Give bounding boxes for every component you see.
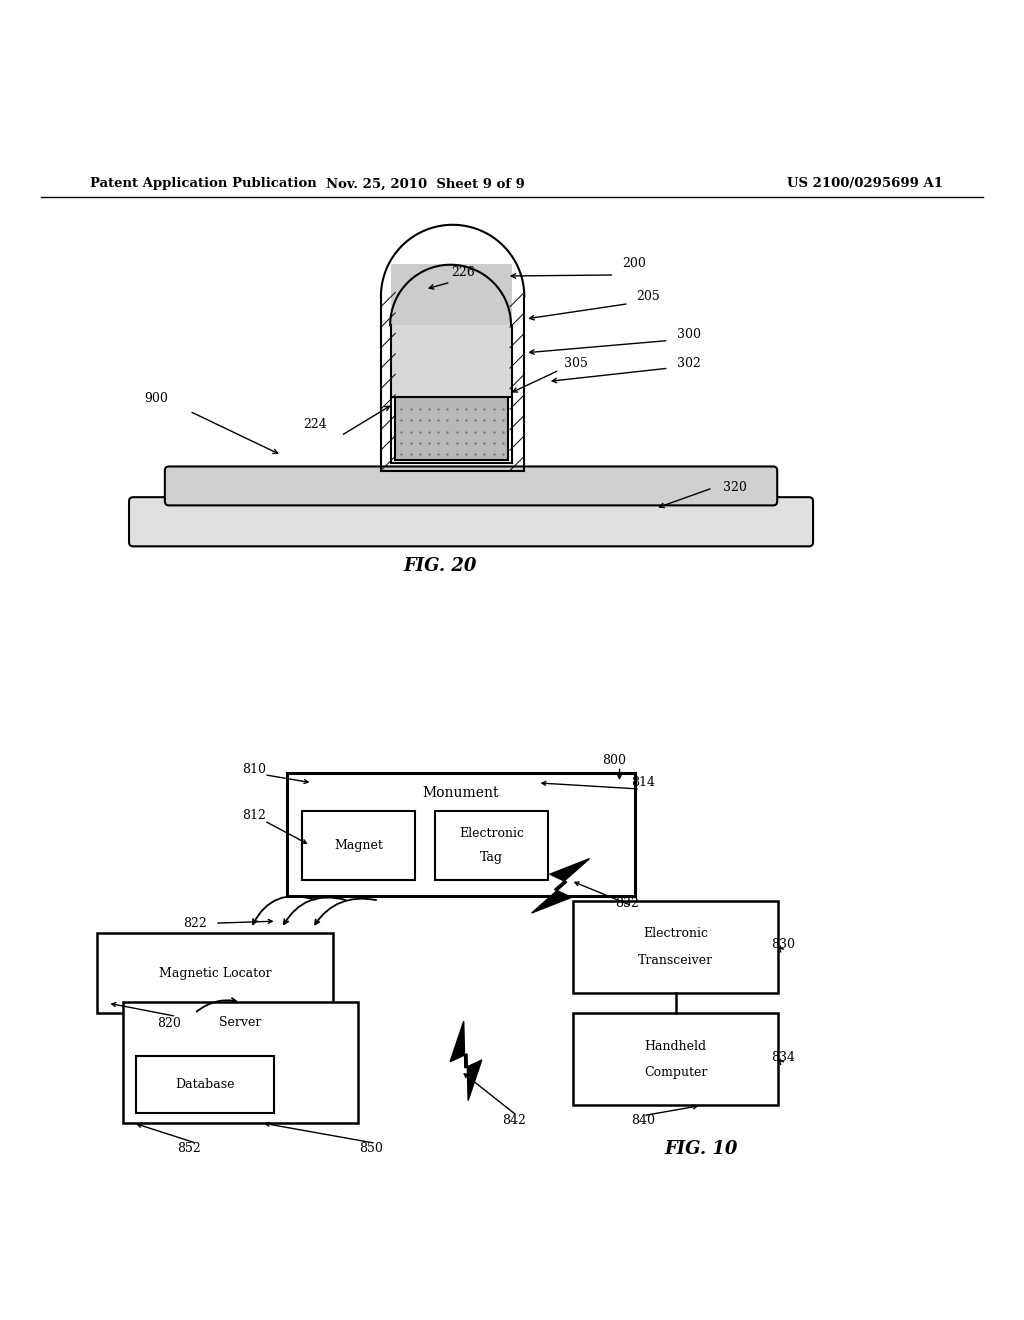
- Text: 900: 900: [144, 392, 169, 405]
- Text: 850: 850: [358, 1142, 383, 1155]
- Bar: [435, 810, 548, 880]
- Text: Monument: Monument: [423, 787, 499, 800]
- Text: Magnetic Locator: Magnetic Locator: [159, 966, 271, 979]
- Text: 224: 224: [303, 418, 328, 430]
- Text: Nov. 25, 2010  Sheet 9 of 9: Nov. 25, 2010 Sheet 9 of 9: [326, 177, 524, 190]
- Text: Server: Server: [219, 1016, 262, 1030]
- Bar: [287, 772, 635, 895]
- Bar: [573, 900, 778, 993]
- Text: 305: 305: [564, 356, 588, 370]
- Text: 834: 834: [771, 1051, 796, 1064]
- Bar: [97, 933, 333, 1014]
- Text: 810: 810: [242, 763, 266, 776]
- Text: 205: 205: [636, 290, 659, 304]
- Text: Computer: Computer: [644, 1067, 708, 1080]
- Text: 300: 300: [677, 327, 700, 341]
- Polygon shape: [451, 1022, 481, 1101]
- Bar: [391, 325, 512, 397]
- Text: 814: 814: [631, 776, 655, 789]
- Text: 832: 832: [614, 898, 639, 911]
- Text: FIG. 20: FIG. 20: [403, 557, 477, 574]
- FancyBboxPatch shape: [129, 498, 813, 546]
- Text: Electronic: Electronic: [459, 826, 524, 840]
- FancyBboxPatch shape: [165, 466, 777, 506]
- Text: Magnet: Magnet: [334, 838, 383, 851]
- Text: Handheld: Handheld: [645, 1040, 707, 1052]
- Text: Database: Database: [175, 1078, 236, 1090]
- Text: 842: 842: [502, 1114, 526, 1127]
- Polygon shape: [531, 858, 590, 913]
- Text: US 2100/0295699 A1: US 2100/0295699 A1: [787, 177, 943, 190]
- Text: 830: 830: [771, 939, 796, 952]
- Bar: [123, 1002, 358, 1123]
- Text: Patent Application Publication: Patent Application Publication: [90, 177, 316, 190]
- Text: 800: 800: [602, 754, 627, 767]
- Text: 320: 320: [723, 482, 746, 495]
- Bar: [136, 1056, 274, 1113]
- Text: 226: 226: [451, 267, 475, 280]
- Text: Transceiver: Transceiver: [638, 953, 714, 966]
- Text: 822: 822: [182, 916, 207, 929]
- Bar: [302, 810, 415, 880]
- Text: 200: 200: [623, 257, 646, 271]
- Bar: [573, 1014, 778, 1105]
- Text: FIG. 10: FIG. 10: [665, 1140, 738, 1159]
- Text: Electronic: Electronic: [643, 927, 709, 940]
- Text: Tag: Tag: [480, 851, 503, 865]
- Bar: [391, 264, 512, 330]
- Bar: [395, 397, 508, 461]
- Text: 812: 812: [242, 809, 266, 822]
- Text: 302: 302: [677, 356, 700, 370]
- Text: 840: 840: [631, 1114, 655, 1127]
- Text: 852: 852: [177, 1142, 202, 1155]
- Text: 820: 820: [157, 1016, 181, 1030]
